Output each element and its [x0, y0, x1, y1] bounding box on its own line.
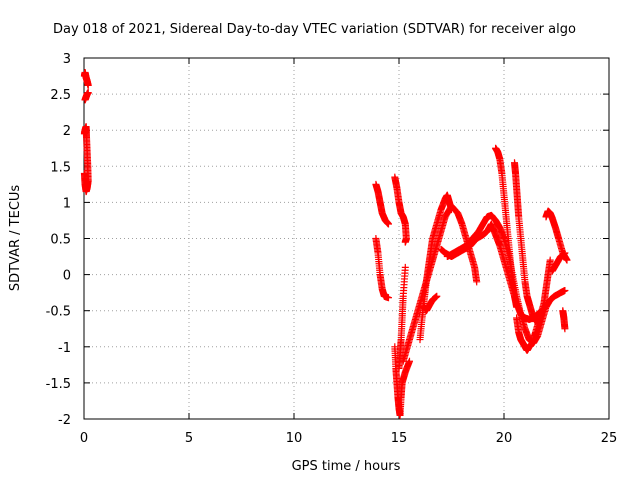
- x-tick-label: 5: [185, 431, 193, 446]
- y-tick-label: 2: [63, 124, 71, 139]
- data-point: [84, 89, 92, 97]
- y-tick-label: 1.5: [50, 160, 71, 175]
- data-point: [448, 206, 455, 214]
- data-point: [563, 256, 571, 264]
- x-tick-label: 25: [601, 431, 618, 446]
- y-tick-label: -0.5: [46, 305, 71, 320]
- data-point: [546, 256, 554, 264]
- y-tick-label: 0.5: [50, 233, 71, 248]
- y-tick-label: 2.5: [50, 88, 71, 103]
- data-point: [80, 170, 88, 178]
- data-point: [561, 325, 569, 333]
- data-point: [473, 278, 481, 286]
- y-tick-label: 3: [63, 52, 71, 67]
- chart-title: Day 018 of 2021, Sidereal Day-to-day VTE…: [53, 22, 576, 37]
- data-point: [385, 220, 392, 228]
- plot-grid: [84, 58, 609, 419]
- y-tick-label: -2: [58, 413, 71, 428]
- data-point: [561, 249, 569, 257]
- y-tick-label: -1: [58, 341, 71, 356]
- data-point: [561, 286, 569, 294]
- data-points: [80, 68, 571, 419]
- data-point: [433, 292, 441, 300]
- x-tick-label: 15: [391, 431, 408, 446]
- x-tick-label: 20: [496, 431, 513, 446]
- x-tick-label: 10: [286, 431, 303, 446]
- axis-ticks: 0 5 10 15 20 25 -2 -1.5 -1 -0.5 0 0.5 1 1.5 2 2.5 3: [46, 52, 618, 446]
- x-tick-label: 0: [80, 431, 88, 446]
- data-point: [401, 238, 409, 246]
- y-axis-label: SDTVAR / TECUs: [8, 185, 23, 292]
- data-point: [385, 294, 392, 302]
- y-tick-label: 1: [63, 196, 71, 211]
- data-point: [513, 303, 521, 311]
- data-point: [406, 357, 413, 365]
- y-tick-label: 0: [63, 269, 71, 284]
- plot-frame: [83, 57, 610, 420]
- x-axis-label: GPS time / hours: [292, 459, 401, 474]
- data-point: [84, 81, 92, 89]
- y-tick-label: -1.5: [46, 377, 71, 392]
